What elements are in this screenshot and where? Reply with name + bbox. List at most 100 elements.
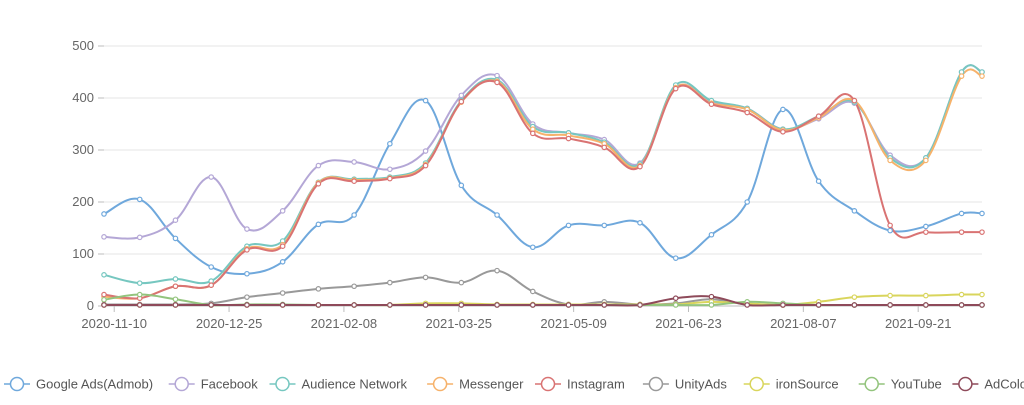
data-point[interactable] xyxy=(387,140,393,147)
data-point[interactable] xyxy=(887,302,893,308)
data-point[interactable] xyxy=(244,302,250,308)
data-point[interactable] xyxy=(815,302,822,308)
data-point[interactable] xyxy=(923,302,929,308)
data-point[interactable] xyxy=(244,294,250,300)
data-point[interactable] xyxy=(851,97,858,104)
legend-item[interactable]: Messenger xyxy=(427,377,524,392)
data-point[interactable] xyxy=(494,79,500,86)
data-point[interactable] xyxy=(923,292,929,299)
data-point[interactable] xyxy=(744,302,750,308)
data-point[interactable] xyxy=(672,295,679,302)
data-point[interactable] xyxy=(923,229,929,235)
data-point[interactable] xyxy=(422,162,429,169)
data-point[interactable] xyxy=(172,235,179,242)
data-point[interactable] xyxy=(136,280,143,286)
data-point[interactable] xyxy=(708,302,715,308)
data-point[interactable] xyxy=(887,227,893,234)
data-point[interactable] xyxy=(744,199,750,205)
data-point[interactable] xyxy=(708,231,715,238)
data-point[interactable] xyxy=(279,290,286,296)
data-point[interactable] xyxy=(780,106,786,113)
data-point[interactable] xyxy=(529,302,536,308)
legend-item[interactable]: UnityAds xyxy=(642,377,728,392)
data-point[interactable] xyxy=(601,144,608,151)
data-point[interactable] xyxy=(601,222,608,229)
data-point[interactable] xyxy=(101,234,107,240)
data-point[interactable] xyxy=(244,270,250,277)
data-point[interactable] xyxy=(708,293,715,300)
data-point[interactable] xyxy=(851,294,858,300)
data-point[interactable] xyxy=(851,302,858,308)
legend-item[interactable]: Google Ads(Admob) xyxy=(4,377,153,392)
data-point[interactable] xyxy=(851,208,858,214)
data-point[interactable] xyxy=(637,163,643,170)
data-point[interactable] xyxy=(422,148,429,154)
data-point[interactable] xyxy=(279,302,286,308)
data-point[interactable] xyxy=(387,166,393,173)
data-point[interactable] xyxy=(979,229,985,235)
data-point[interactable] xyxy=(101,302,107,308)
data-point[interactable] xyxy=(979,73,985,79)
data-point[interactable] xyxy=(101,291,107,298)
data-point[interactable] xyxy=(458,302,465,308)
data-point[interactable] xyxy=(458,182,465,189)
data-point[interactable] xyxy=(172,217,179,224)
legend-item[interactable]: AdColony xyxy=(952,377,1024,392)
legend-item[interactable]: Audience Network xyxy=(269,377,408,392)
data-point[interactable] xyxy=(422,274,429,281)
data-point[interactable] xyxy=(244,226,250,232)
data-point[interactable] xyxy=(279,243,286,250)
data-point[interactable] xyxy=(887,292,893,299)
data-point[interactable] xyxy=(923,223,929,230)
data-point[interactable] xyxy=(136,196,143,203)
data-point[interactable] xyxy=(101,296,107,303)
data-point[interactable] xyxy=(279,258,286,265)
data-point[interactable] xyxy=(244,247,250,253)
data-point[interactable] xyxy=(101,271,107,278)
data-point[interactable] xyxy=(494,212,500,218)
data-point[interactable] xyxy=(422,302,429,308)
data-point[interactable] xyxy=(565,135,572,142)
data-point[interactable] xyxy=(494,302,500,308)
data-point[interactable] xyxy=(887,222,893,229)
data-point[interactable] xyxy=(494,267,500,274)
legend-item[interactable]: ironSource xyxy=(743,377,839,392)
data-point[interactable] xyxy=(172,276,179,282)
data-point[interactable] xyxy=(923,157,929,164)
data-point[interactable] xyxy=(780,129,786,135)
data-point[interactable] xyxy=(672,85,679,92)
data-point[interactable] xyxy=(601,302,608,308)
data-point[interactable] xyxy=(172,283,179,290)
data-point[interactable] xyxy=(315,302,322,308)
data-point[interactable] xyxy=(958,210,965,217)
data-point[interactable] xyxy=(458,98,465,105)
legend-item[interactable]: Facebook xyxy=(168,377,259,392)
data-point[interactable] xyxy=(208,264,214,270)
data-point[interactable] xyxy=(744,109,750,116)
legend-item[interactable]: YouTube xyxy=(858,377,942,392)
data-point[interactable] xyxy=(708,101,715,108)
data-point[interactable] xyxy=(136,234,143,241)
data-point[interactable] xyxy=(351,159,357,165)
data-point[interactable] xyxy=(565,222,572,229)
data-point[interactable] xyxy=(315,181,322,187)
data-point[interactable] xyxy=(637,220,643,226)
data-point[interactable] xyxy=(887,157,893,164)
data-point[interactable] xyxy=(529,130,536,137)
data-point[interactable] xyxy=(780,302,786,308)
data-point[interactable] xyxy=(387,175,393,182)
data-point[interactable] xyxy=(529,288,536,295)
data-point[interactable] xyxy=(529,244,536,251)
data-point[interactable] xyxy=(208,282,214,289)
data-point[interactable] xyxy=(958,291,965,298)
data-point[interactable] xyxy=(315,221,322,228)
data-point[interactable] xyxy=(172,302,179,308)
data-point[interactable] xyxy=(979,302,985,308)
data-point[interactable] xyxy=(637,302,643,308)
data-point[interactable] xyxy=(815,178,822,185)
data-point[interactable] xyxy=(315,286,322,292)
data-point[interactable] xyxy=(815,113,822,120)
data-point[interactable] xyxy=(208,174,214,180)
data-point[interactable] xyxy=(351,283,357,290)
data-point[interactable] xyxy=(958,229,965,235)
